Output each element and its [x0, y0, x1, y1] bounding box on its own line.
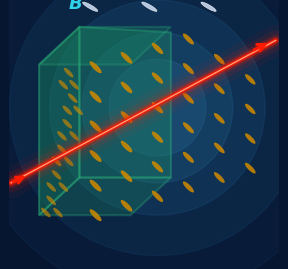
Ellipse shape — [57, 144, 67, 154]
Ellipse shape — [90, 150, 102, 162]
Ellipse shape — [183, 33, 194, 45]
Ellipse shape — [52, 157, 61, 166]
Ellipse shape — [152, 191, 163, 202]
Ellipse shape — [183, 181, 194, 193]
Polygon shape — [39, 178, 171, 215]
Ellipse shape — [121, 200, 132, 212]
Ellipse shape — [245, 104, 255, 114]
Ellipse shape — [245, 133, 255, 144]
Ellipse shape — [214, 172, 225, 183]
Ellipse shape — [46, 196, 56, 205]
Ellipse shape — [121, 52, 132, 64]
Circle shape — [10, 0, 288, 256]
Ellipse shape — [57, 131, 67, 141]
Ellipse shape — [62, 105, 72, 115]
Ellipse shape — [183, 152, 194, 163]
Polygon shape — [39, 27, 79, 215]
Polygon shape — [39, 27, 171, 65]
Ellipse shape — [183, 122, 194, 133]
Ellipse shape — [64, 157, 73, 166]
Ellipse shape — [121, 141, 132, 153]
Ellipse shape — [214, 143, 225, 153]
Ellipse shape — [245, 163, 256, 174]
Ellipse shape — [69, 131, 79, 141]
Ellipse shape — [201, 2, 216, 11]
Ellipse shape — [64, 68, 73, 77]
Ellipse shape — [183, 63, 194, 74]
Ellipse shape — [152, 43, 163, 54]
Circle shape — [82, 32, 233, 183]
Ellipse shape — [90, 91, 102, 103]
Ellipse shape — [62, 119, 72, 129]
Ellipse shape — [46, 182, 56, 192]
Ellipse shape — [152, 72, 163, 84]
Ellipse shape — [58, 80, 68, 90]
Ellipse shape — [142, 2, 157, 11]
Circle shape — [109, 59, 206, 156]
Ellipse shape — [90, 209, 102, 221]
Ellipse shape — [152, 132, 163, 143]
Ellipse shape — [68, 93, 77, 103]
Ellipse shape — [69, 80, 79, 90]
Ellipse shape — [41, 208, 51, 217]
Ellipse shape — [245, 74, 255, 84]
Circle shape — [50, 0, 265, 215]
Ellipse shape — [214, 83, 225, 94]
Ellipse shape — [58, 182, 68, 192]
Polygon shape — [79, 27, 171, 178]
Ellipse shape — [121, 111, 132, 123]
Text: B: B — [69, 0, 82, 13]
Ellipse shape — [53, 208, 63, 217]
Ellipse shape — [83, 2, 98, 11]
Ellipse shape — [152, 102, 163, 113]
Ellipse shape — [52, 170, 61, 180]
Ellipse shape — [152, 161, 163, 172]
Ellipse shape — [90, 180, 102, 192]
Ellipse shape — [90, 121, 102, 132]
Ellipse shape — [73, 105, 83, 115]
Ellipse shape — [121, 170, 132, 182]
Ellipse shape — [214, 54, 225, 65]
Ellipse shape — [90, 61, 102, 73]
Ellipse shape — [183, 93, 194, 104]
Ellipse shape — [214, 113, 225, 124]
Ellipse shape — [121, 82, 132, 93]
